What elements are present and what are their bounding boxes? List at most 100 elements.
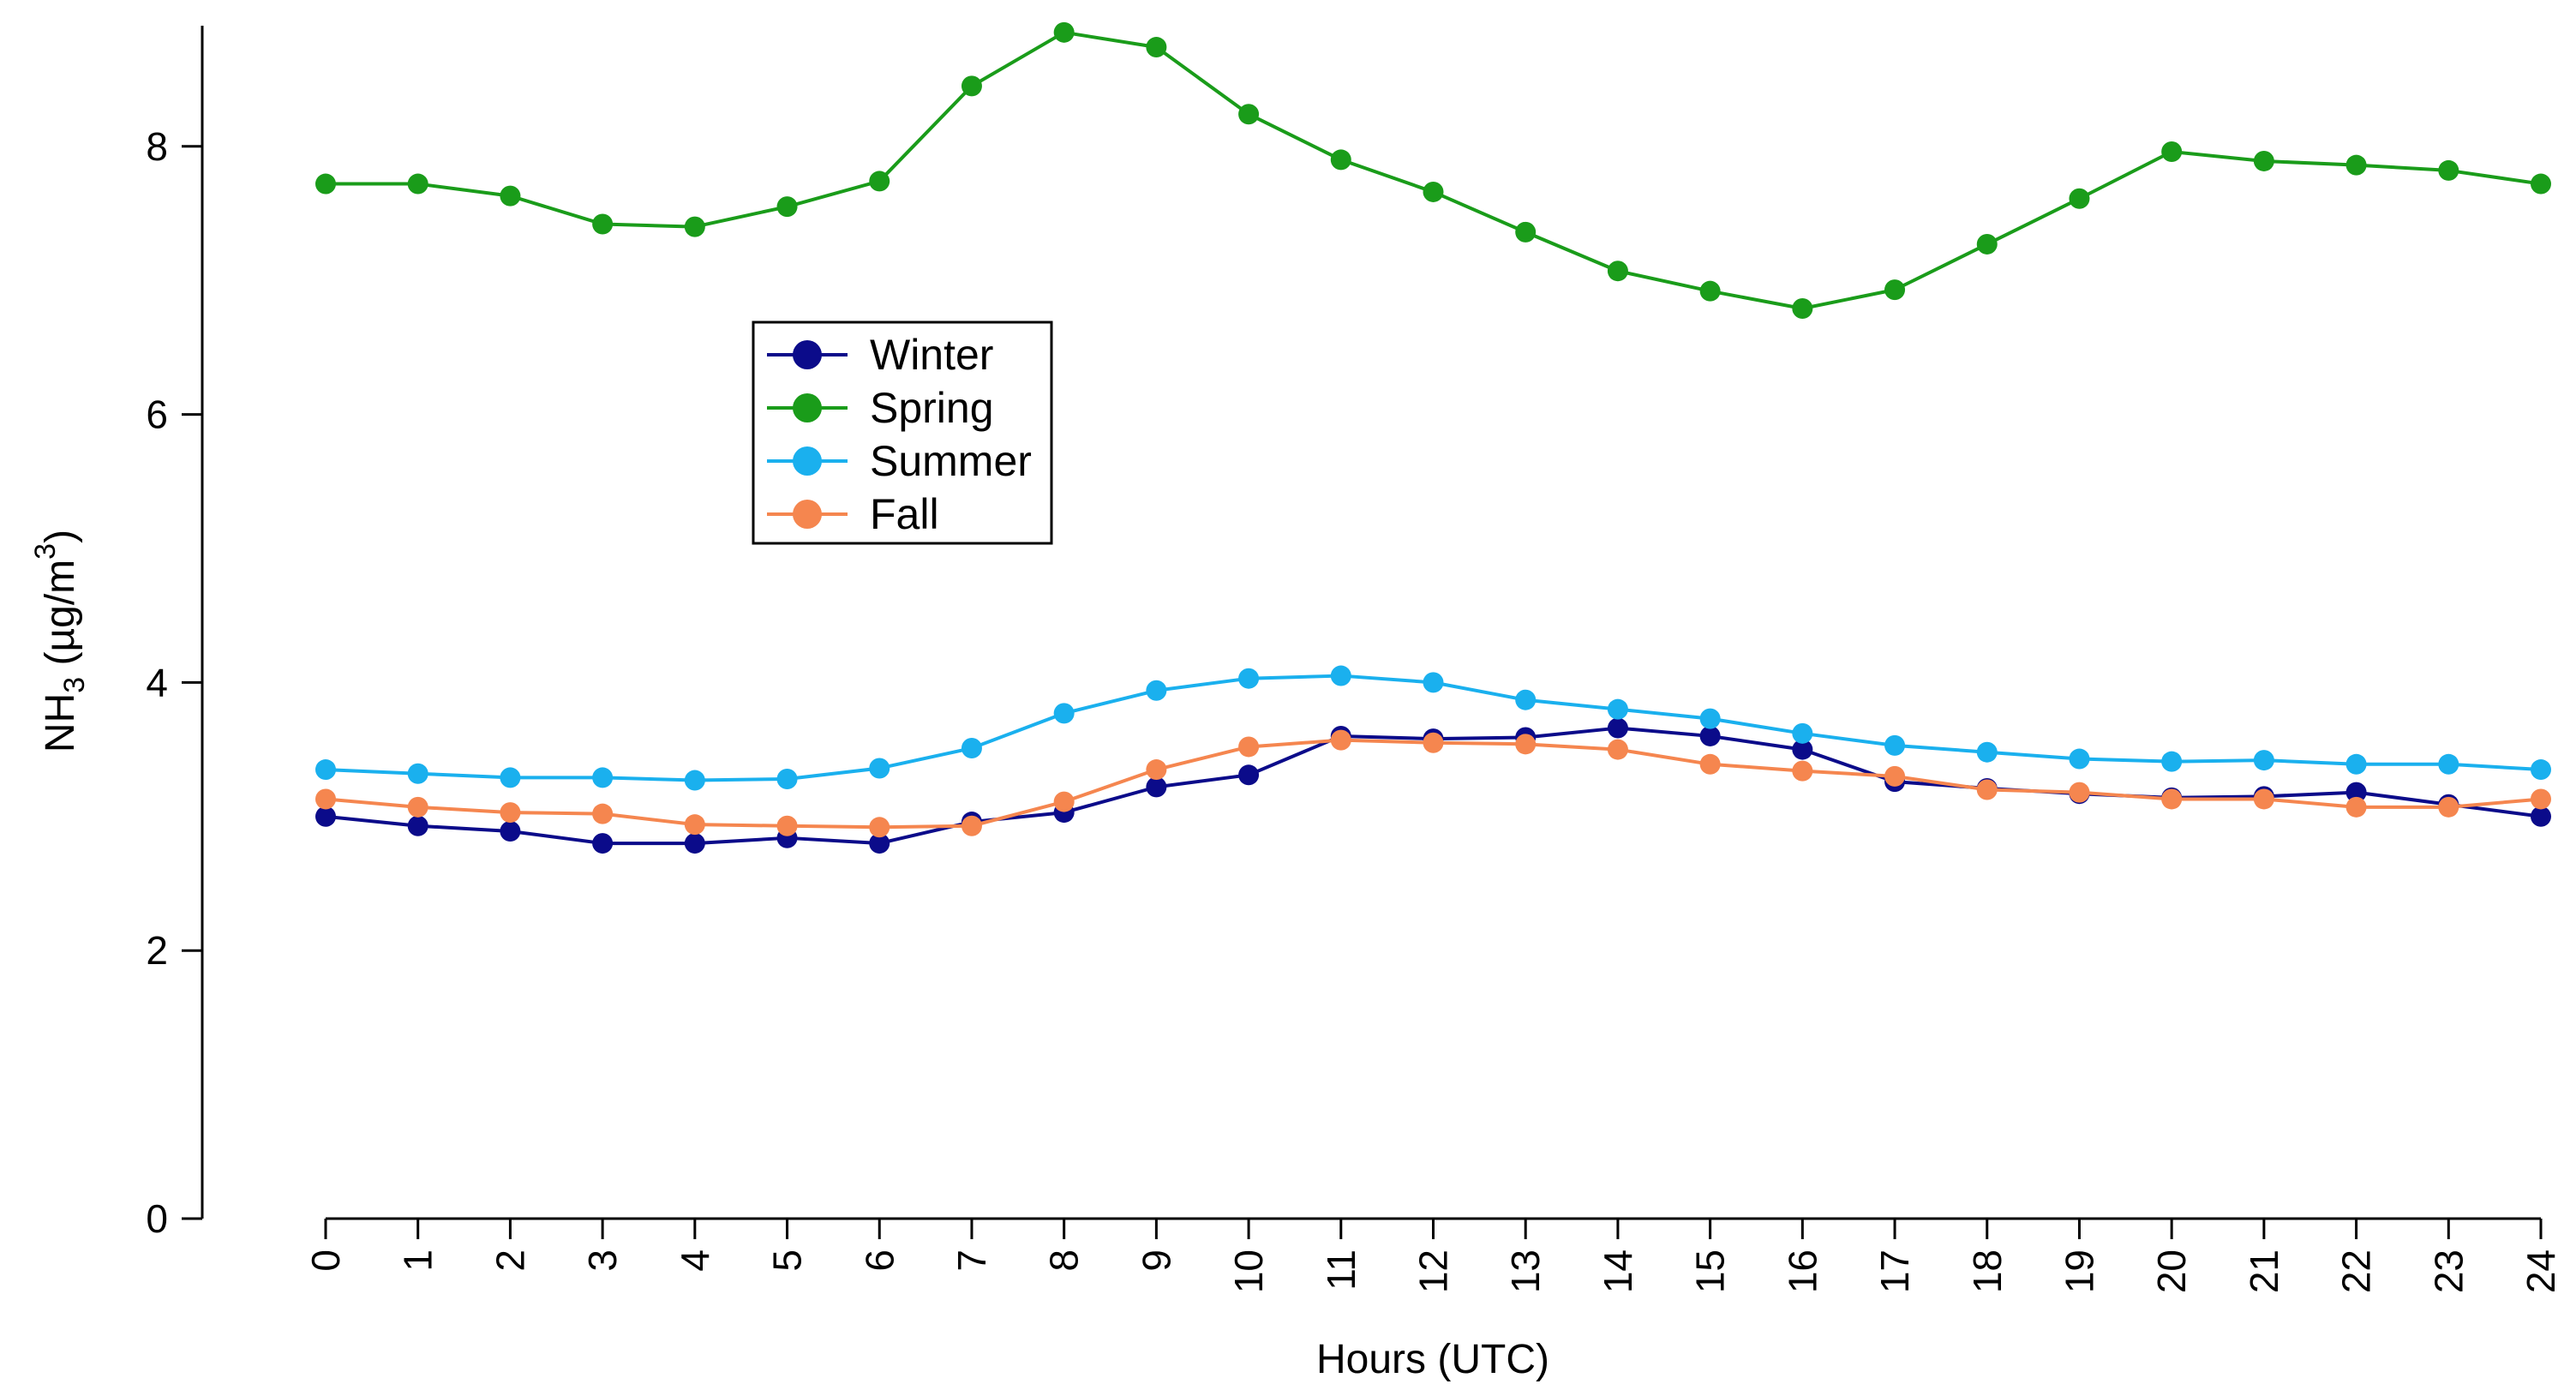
y-axis-title-unit: (µg/m (38, 560, 83, 677)
data-point-fall (1792, 760, 1813, 782)
y-tick-label: 4 (146, 660, 168, 704)
data-point-summer (315, 759, 336, 781)
legend-label: Winter (870, 331, 993, 379)
y-axis: 0 2 4 6 8 (146, 26, 204, 1241)
data-point-fall (2161, 788, 2183, 810)
y-tick-label: 0 (146, 1196, 168, 1241)
data-point-spring (1330, 149, 1351, 171)
data-point-winter (407, 815, 428, 836)
data-point-fall (407, 796, 428, 818)
data-point-fall (2531, 788, 2551, 810)
x-tick-label: 10 (1226, 1249, 1271, 1293)
legend-label: Fall (870, 490, 939, 538)
data-point-summer (1146, 680, 1167, 701)
x-tick-label: 14 (1596, 1249, 1640, 1293)
data-point-winter (1238, 764, 1260, 786)
legend-swatch-marker (793, 340, 822, 369)
x-axis: 0 1 2 3 4 5 6 7 8 9 10 11 12 13 14 15 16 17 18 19 20 21 22 23 24 (303, 1217, 2563, 1293)
data-point-winter (1792, 739, 1813, 760)
data-point-spring (592, 213, 614, 235)
data-point-spring (2161, 141, 2183, 163)
y-axis-title-superscript: 3 (29, 543, 62, 560)
legend-label: Spring (870, 384, 994, 432)
data-point-spring (961, 75, 982, 97)
data-point-spring (2531, 173, 2551, 195)
y-tick-label: 2 (146, 928, 168, 973)
legend-item-fall: Fall (767, 490, 939, 538)
data-point-fall (776, 815, 798, 836)
legend: Winter Spring Summer Fall (752, 321, 1053, 545)
legend-item-winter: Winter (767, 331, 993, 379)
data-point-summer (1238, 668, 1260, 689)
data-point-summer (1884, 734, 1906, 756)
data-point-fall (1699, 753, 1721, 775)
data-point-summer (2069, 748, 2090, 770)
data-point-spring (1515, 221, 1537, 243)
data-point-summer (1330, 665, 1351, 686)
x-tick-label: 20 (2149, 1249, 2194, 1293)
data-point-spring (1607, 261, 1628, 282)
data-point-summer (2438, 753, 2459, 775)
x-tick-label: 5 (765, 1249, 810, 1272)
data-point-fall (2253, 788, 2274, 810)
data-point-spring (315, 173, 336, 195)
data-point-summer (500, 767, 521, 788)
data-point-summer (2161, 751, 2183, 772)
data-point-summer (2345, 753, 2367, 775)
y-tick-label: 6 (146, 392, 168, 437)
legend-item-summer: Summer (767, 437, 1032, 485)
data-point-summer (1699, 708, 1721, 729)
x-tick-label: 12 (1411, 1249, 1456, 1293)
data-point-spring (1699, 280, 1721, 302)
x-tick-label: 17 (1872, 1249, 1917, 1293)
x-tick-label: 18 (1965, 1249, 2010, 1293)
data-point-summer (592, 767, 614, 788)
x-tick-label: 8 (1042, 1249, 1087, 1272)
data-point-summer (2531, 759, 2551, 781)
x-ticks: 0 1 2 3 4 5 6 7 8 9 10 11 12 13 14 15 16 17 18 19 20 21 22 23 24 (303, 1219, 2563, 1293)
legend-swatch-marker (793, 393, 822, 422)
data-point-fall (2345, 796, 2367, 818)
data-point-fall (869, 817, 890, 838)
data-point-spring (2069, 188, 2090, 209)
x-tick-label: 7 (950, 1249, 994, 1272)
y-axis-title-unit-close: ) (38, 530, 83, 543)
data-point-winter (684, 833, 705, 854)
data-point-winter (2531, 806, 2551, 827)
data-point-summer (869, 758, 890, 779)
data-point-fall (1053, 791, 1075, 812)
data-point-winter (500, 820, 521, 842)
series-line-fall (325, 738, 2542, 830)
data-point-spring (1423, 181, 1444, 202)
series-line-spring (326, 30, 2542, 311)
series-fall (315, 729, 2551, 838)
data-point-summer (1515, 689, 1537, 710)
x-axis-title: Hours (UTC) (1316, 1337, 1549, 1382)
data-point-spring (1792, 298, 1813, 320)
data-point-spring (2253, 150, 2274, 171)
data-point-fall (1976, 779, 1998, 800)
x-tick-label: 21 (2242, 1249, 2286, 1293)
x-tick-label: 15 (1688, 1249, 1733, 1293)
data-point-spring (869, 171, 890, 192)
series-lines (315, 21, 2551, 854)
data-point-summer (2253, 750, 2274, 771)
data-point-fall (1330, 729, 1351, 751)
data-point-fall (2069, 782, 2090, 803)
legend-label: Summer (870, 437, 1032, 485)
data-point-summer (776, 768, 798, 789)
data-point-spring (407, 173, 428, 195)
data-point-spring (684, 216, 705, 237)
data-point-spring (2438, 159, 2459, 181)
series-summer (315, 665, 2551, 791)
data-point-fall (1146, 759, 1167, 781)
data-point-winter (315, 806, 336, 827)
x-tick-label: 16 (1780, 1249, 1824, 1293)
data-point-fall (592, 803, 614, 824)
data-point-spring (1976, 233, 1998, 255)
data-point-fall (2438, 796, 2459, 818)
data-point-winter (592, 833, 614, 854)
y-axis-title-subscript: 3 (58, 677, 91, 693)
data-point-winter (2345, 782, 2367, 803)
